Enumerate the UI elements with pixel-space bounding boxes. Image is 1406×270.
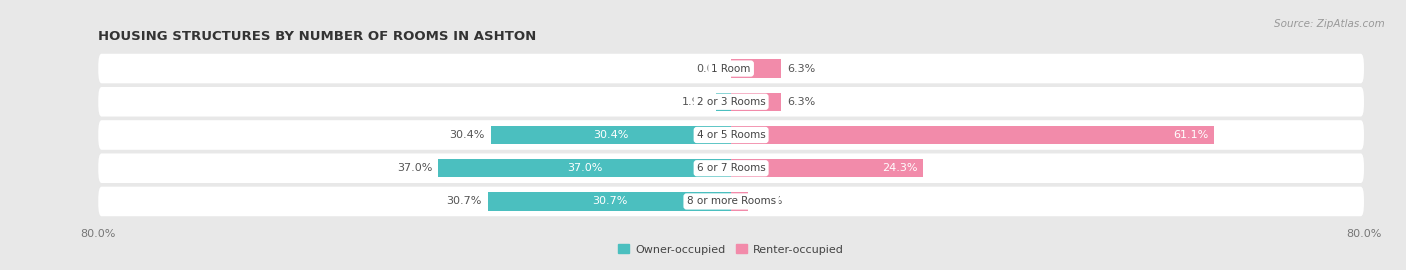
Text: 2.1%: 2.1% [754, 197, 782, 207]
Bar [716, 93, 731, 111]
Text: 24.3%: 24.3% [882, 163, 917, 173]
Text: 1.9%: 1.9% [682, 97, 710, 107]
Bar [731, 59, 780, 78]
Bar [491, 126, 731, 144]
Text: 61.1%: 61.1% [1173, 130, 1208, 140]
Text: 1 Room: 1 Room [711, 63, 751, 73]
FancyBboxPatch shape [98, 54, 1364, 83]
Text: 37.0%: 37.0% [396, 163, 432, 173]
Text: 6.3%: 6.3% [787, 97, 815, 107]
FancyBboxPatch shape [98, 87, 1364, 117]
Legend: Owner-occupied, Renter-occupied: Owner-occupied, Renter-occupied [614, 240, 848, 259]
Bar [488, 192, 731, 211]
Text: 6.3%: 6.3% [787, 63, 815, 73]
Bar [731, 93, 780, 111]
Bar [731, 126, 1215, 144]
FancyBboxPatch shape [98, 120, 1364, 150]
Text: 0.0%: 0.0% [696, 63, 725, 73]
Text: 37.0%: 37.0% [567, 163, 603, 173]
Text: 8 or more Rooms: 8 or more Rooms [686, 197, 776, 207]
Bar [731, 192, 748, 211]
Bar [731, 159, 924, 177]
Text: 30.4%: 30.4% [449, 130, 484, 140]
Text: Source: ZipAtlas.com: Source: ZipAtlas.com [1274, 19, 1385, 29]
Text: 6 or 7 Rooms: 6 or 7 Rooms [697, 163, 765, 173]
Text: HOUSING STRUCTURES BY NUMBER OF ROOMS IN ASHTON: HOUSING STRUCTURES BY NUMBER OF ROOMS IN… [98, 30, 537, 43]
Text: 2 or 3 Rooms: 2 or 3 Rooms [697, 97, 765, 107]
Text: 30.4%: 30.4% [593, 130, 628, 140]
Text: 30.7%: 30.7% [592, 197, 627, 207]
Bar [439, 159, 731, 177]
FancyBboxPatch shape [98, 187, 1364, 216]
Text: 30.7%: 30.7% [447, 197, 482, 207]
Text: 4 or 5 Rooms: 4 or 5 Rooms [697, 130, 765, 140]
FancyBboxPatch shape [98, 153, 1364, 183]
